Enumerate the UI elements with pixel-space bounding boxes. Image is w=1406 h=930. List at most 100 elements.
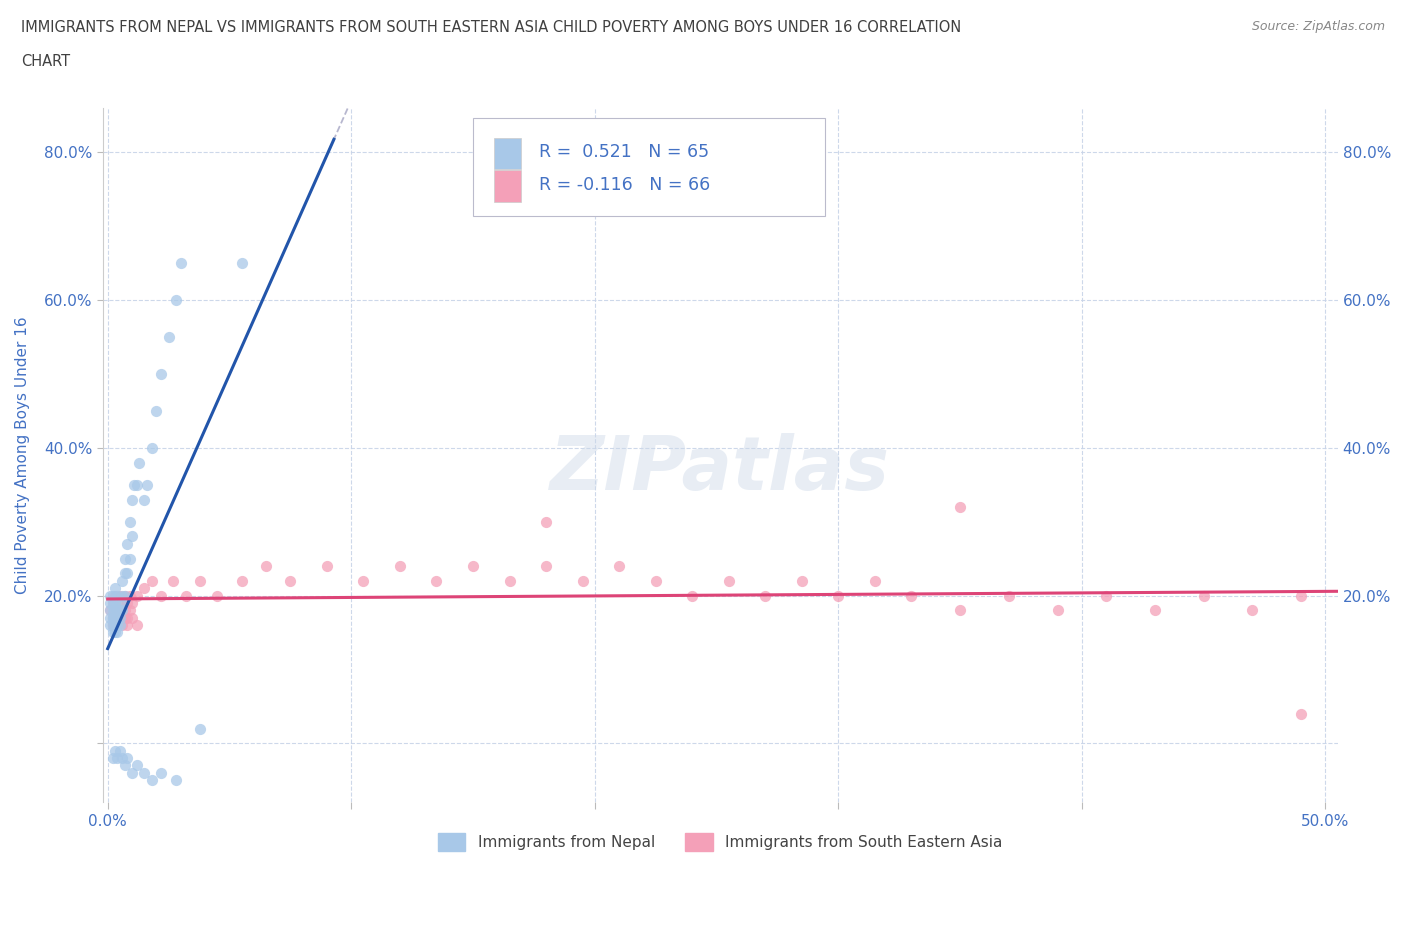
- Point: [1046, 603, 1069, 618]
- Point: [1241, 603, 1264, 618]
- Point: [108, 603, 131, 618]
- Point: [104, 618, 127, 632]
- Point: [231, 256, 253, 271]
- Point: [111, 588, 134, 603]
- Point: [141, 441, 163, 456]
- Point: [315, 559, 337, 574]
- Point: [162, 573, 184, 588]
- Point: [1143, 603, 1166, 618]
- Point: [104, 610, 127, 625]
- Point: [118, 551, 141, 566]
- Point: [111, 595, 134, 610]
- Point: [115, 537, 138, 551]
- Point: [114, 588, 136, 603]
- Point: [101, 595, 124, 610]
- Point: [681, 588, 703, 603]
- Point: [998, 588, 1021, 603]
- Point: [114, 603, 136, 618]
- Point: [101, 618, 124, 632]
- Point: [101, 595, 124, 610]
- Point: [165, 293, 187, 308]
- Point: [107, 751, 129, 765]
- Point: [111, 618, 134, 632]
- Point: [101, 625, 124, 640]
- Point: [115, 610, 138, 625]
- Point: [134, 492, 156, 507]
- Point: [108, 610, 131, 625]
- Point: [231, 573, 253, 588]
- Point: [107, 588, 129, 603]
- Point: [101, 618, 124, 632]
- Text: CHART: CHART: [21, 54, 70, 69]
- Point: [104, 610, 127, 625]
- Point: [534, 514, 557, 529]
- Point: [754, 588, 776, 603]
- Point: [111, 573, 134, 588]
- Point: [125, 588, 148, 603]
- Point: [115, 618, 138, 632]
- Point: [125, 618, 148, 632]
- Point: [98, 588, 121, 603]
- Point: [98, 603, 121, 618]
- Point: [498, 573, 520, 588]
- Point: [141, 573, 163, 588]
- Text: R = -0.116   N = 66: R = -0.116 N = 66: [538, 176, 710, 194]
- Point: [118, 588, 141, 603]
- Point: [352, 573, 374, 588]
- Text: IMMIGRANTS FROM NEPAL VS IMMIGRANTS FROM SOUTH EASTERN ASIA CHILD POVERTY AMONG : IMMIGRANTS FROM NEPAL VS IMMIGRANTS FROM…: [21, 20, 962, 35]
- Point: [108, 743, 131, 758]
- Point: [104, 588, 127, 603]
- FancyBboxPatch shape: [474, 118, 825, 216]
- Point: [104, 610, 127, 625]
- Point: [104, 580, 127, 595]
- Point: [114, 758, 136, 773]
- Point: [108, 603, 131, 618]
- Point: [101, 603, 124, 618]
- Point: [111, 610, 134, 625]
- Point: [114, 566, 136, 581]
- Point: [111, 603, 134, 618]
- Point: [98, 595, 121, 610]
- Point: [107, 603, 129, 618]
- Point: [949, 603, 972, 618]
- Point: [145, 404, 167, 418]
- Point: [134, 580, 156, 595]
- Point: [118, 514, 141, 529]
- Y-axis label: Child Poverty Among Boys Under 16: Child Poverty Among Boys Under 16: [15, 316, 30, 594]
- Point: [165, 773, 187, 788]
- Point: [1289, 588, 1312, 603]
- Point: [949, 499, 972, 514]
- Point: [115, 566, 138, 581]
- Point: [150, 765, 173, 780]
- Point: [114, 551, 136, 566]
- Point: [104, 603, 127, 618]
- Point: [125, 758, 148, 773]
- Point: [108, 588, 131, 603]
- Point: [717, 573, 740, 588]
- Point: [104, 595, 127, 610]
- Point: [108, 618, 131, 632]
- Point: [121, 595, 143, 610]
- Point: [135, 477, 157, 492]
- Point: [115, 751, 138, 765]
- Legend: Immigrants from Nepal, Immigrants from South Eastern Asia: Immigrants from Nepal, Immigrants from S…: [432, 828, 1008, 857]
- Point: [863, 573, 886, 588]
- Point: [107, 625, 129, 640]
- Point: [107, 618, 129, 632]
- Point: [107, 618, 129, 632]
- Point: [101, 610, 124, 625]
- Point: [118, 603, 141, 618]
- Point: [98, 610, 121, 625]
- Point: [134, 765, 156, 780]
- Point: [98, 618, 121, 632]
- Point: [207, 588, 229, 603]
- FancyBboxPatch shape: [495, 138, 522, 169]
- Point: [280, 573, 302, 588]
- Point: [128, 455, 150, 470]
- Point: [150, 366, 173, 381]
- Point: [124, 477, 146, 492]
- Point: [121, 529, 143, 544]
- Point: [607, 559, 630, 574]
- Point: [101, 751, 124, 765]
- Point: [900, 588, 922, 603]
